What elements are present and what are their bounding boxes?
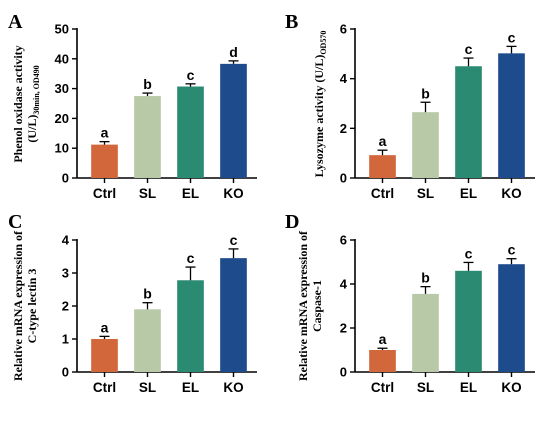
y-tick-label: 4 — [340, 71, 348, 86]
panel-b: B Lysozyme activity (U/L)OD570 0 2 4 6 a Ctrl b S… — [285, 11, 535, 201]
bar-ctrl — [369, 155, 396, 178]
y-tick-label: 10 — [55, 141, 69, 156]
x-tick-label: KO — [223, 380, 243, 395]
y-tick-label: 2 — [340, 321, 347, 336]
y-tick-label: 6 — [340, 22, 347, 37]
x-tick-label: EL — [460, 186, 477, 201]
bar-ko — [220, 63, 247, 179]
significance-label: b — [421, 270, 430, 286]
y-tick-label: 3 — [62, 266, 69, 281]
panel-letter: D — [285, 211, 299, 233]
significance-label: b — [143, 286, 152, 302]
y-tick-label: 40 — [55, 51, 69, 66]
x-tick-label: SL — [417, 380, 434, 395]
y-tick-label: 30 — [55, 81, 69, 96]
bar-sl — [134, 309, 161, 372]
bar-el — [455, 66, 482, 178]
significance-label: b — [421, 85, 430, 101]
significance-label: c — [508, 242, 516, 258]
x-tick-label: SL — [139, 186, 156, 201]
y-axis-label: Relative mRNA expression ofCaspase-1 — [296, 230, 324, 381]
bar-sl — [412, 293, 439, 372]
x-tick-label: Ctrl — [371, 380, 394, 395]
x-tick-label: KO — [223, 186, 243, 201]
significance-label: a — [379, 331, 387, 347]
y-tick-label: 0 — [62, 365, 69, 380]
y-axis-label-line: C-type lectin 3 — [25, 269, 39, 344]
panel-letter: C — [8, 211, 22, 233]
y-tick-label: 0 — [62, 171, 69, 186]
bar-ctrl — [91, 339, 118, 372]
bar-ctrl — [91, 144, 118, 178]
x-tick-label: Ctrl — [93, 186, 116, 201]
significance-label: a — [379, 133, 387, 149]
y-axis-label: Lysozyme activity (U/L)OD570 — [312, 31, 328, 178]
bar-ctrl — [369, 350, 396, 372]
y-tick-label: 2 — [62, 299, 69, 314]
y-axis-label-line: Phenol oxidase activity — [11, 45, 25, 162]
y-axis-label: Relative mRNA expression ofC-type lectin… — [11, 230, 39, 381]
significance-label: a — [101, 125, 109, 141]
y-tick-label: 20 — [55, 111, 69, 126]
y-tick-label: 1 — [62, 332, 69, 347]
significance-label: d — [229, 44, 238, 60]
x-tick-label: SL — [139, 380, 156, 395]
x-tick-label: EL — [182, 380, 199, 395]
significance-label: c — [508, 29, 516, 45]
y-axis-label-line: (U/L) — [25, 115, 39, 143]
bar-ko — [498, 264, 525, 372]
significance-label: c — [230, 232, 238, 248]
x-tick-label: EL — [182, 186, 199, 201]
bar-sl — [134, 96, 161, 178]
y-axis-label-line: Relative mRNA expression of — [11, 230, 25, 381]
y-tick-label: 6 — [340, 233, 347, 248]
x-tick-label: Ctrl — [371, 186, 394, 201]
y-axis-label-line: Relative mRNA expression of — [296, 230, 310, 381]
significance-label: a — [101, 319, 109, 335]
x-tick-label: KO — [501, 380, 521, 395]
bar-ko — [220, 258, 247, 372]
y-tick-label: 4 — [340, 277, 348, 292]
bar-el — [177, 86, 204, 178]
y-tick-label: 2 — [340, 121, 347, 136]
significance-label: c — [465, 245, 473, 261]
panel-letter: A — [8, 11, 23, 33]
significance-label: b — [143, 76, 152, 92]
y-axis-label-subscript: 30min, OD490 — [32, 65, 41, 114]
y-axis-label-subscript: OD570 — [319, 31, 328, 55]
bar-el — [455, 270, 482, 372]
x-tick-label: Ctrl — [93, 380, 116, 395]
panel-letter: B — [285, 11, 298, 33]
bar-el — [177, 280, 204, 372]
y-tick-label: 50 — [55, 22, 69, 37]
x-tick-label: EL — [460, 380, 477, 395]
bar-sl — [412, 112, 439, 178]
y-tick-label: 0 — [340, 365, 347, 380]
y-tick-label: 4 — [62, 233, 70, 248]
significance-label: c — [187, 250, 195, 266]
bar-ko — [498, 53, 525, 178]
x-tick-label: SL — [417, 186, 434, 201]
x-tick-label: KO — [501, 186, 521, 201]
y-axis-label: Phenol oxidase activity(U/L)30min, OD490 — [11, 45, 41, 162]
significance-label: c — [465, 41, 473, 57]
y-axis-label-line: Lysozyme activity (U/L) — [312, 55, 326, 178]
y-axis-label-line: Caspase-1 — [310, 280, 324, 332]
y-tick-label: 0 — [340, 171, 347, 186]
significance-label: c — [187, 67, 195, 83]
panel-a: A Phenol oxidase activity(U/L)30min, OD49… — [8, 11, 257, 201]
